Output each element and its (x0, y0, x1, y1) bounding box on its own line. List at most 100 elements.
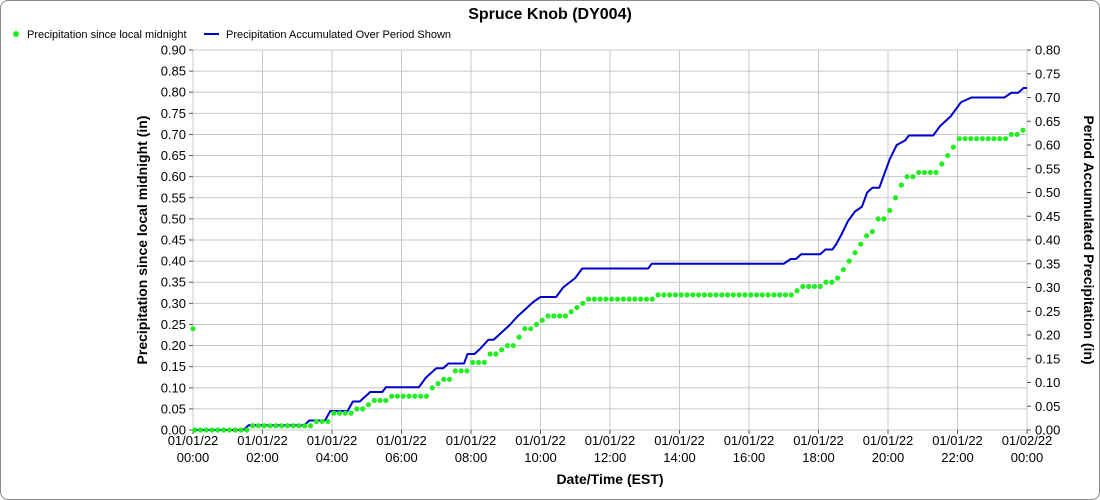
left-tick-label: 0.70 (161, 127, 186, 142)
data-point (661, 292, 667, 298)
data-point (545, 313, 551, 319)
x-tick-date: 01/01/22 (654, 433, 705, 448)
x-tick-time: 12:00 (594, 450, 627, 465)
data-point (470, 359, 476, 366)
x-tick-time: 14:00 (663, 450, 696, 465)
data-point (446, 376, 453, 382)
x-tick-time: 22:00 (941, 450, 974, 465)
data-point (655, 292, 661, 298)
data-point (1014, 131, 1020, 138)
data-point (921, 169, 928, 176)
right-tick-label: 0.75 (1035, 66, 1060, 81)
left-tick-label: 0.20 (161, 338, 186, 353)
right-tick-label: 0.50 (1035, 185, 1060, 200)
right-tick-label: 0.30 (1035, 280, 1060, 295)
data-point (910, 174, 916, 180)
data-point (1020, 127, 1026, 133)
series-since-midnight-points (190, 127, 1026, 433)
data-point (319, 418, 325, 425)
data-point (684, 292, 690, 298)
right-tick-label: 0.25 (1035, 304, 1060, 319)
x-tick-date: 01/01/22 (863, 433, 914, 448)
data-point (493, 351, 499, 357)
data-point (869, 228, 875, 235)
left-tick-label: 0.00 (161, 423, 186, 438)
data-point (284, 423, 291, 429)
data-point (481, 359, 487, 366)
data-point (342, 410, 348, 416)
right-tick-label: 0.40 (1035, 233, 1060, 248)
right-tick-label: 0.65 (1035, 114, 1060, 129)
data-point (226, 427, 233, 433)
data-point (580, 300, 586, 306)
data-point (817, 283, 823, 290)
left-tick-label: 0.25 (161, 317, 186, 332)
left-tick-label: 0.45 (161, 233, 186, 248)
x-tick-date: 01/01/22 (237, 433, 288, 448)
data-point (325, 418, 331, 425)
data-point (331, 410, 337, 416)
data-point (748, 292, 754, 298)
x-tick-time: 20:00 (872, 450, 905, 465)
data-point (956, 136, 962, 142)
data-point (360, 406, 366, 412)
right-tick-label: 0.20 (1035, 328, 1060, 343)
data-point (806, 283, 812, 290)
data-point (753, 292, 760, 298)
data-point (649, 296, 655, 302)
right-tick-label: 0.05 (1035, 399, 1060, 414)
data-point (690, 292, 696, 298)
data-point (1008, 131, 1014, 138)
data-point (742, 292, 748, 298)
data-point (643, 296, 650, 302)
data-point (250, 423, 256, 429)
x-tick-date: 01/02/22 (1002, 433, 1053, 448)
data-point (597, 296, 603, 302)
data-point (985, 136, 991, 142)
data-point (945, 152, 951, 159)
data-point (435, 380, 441, 387)
data-point (464, 368, 470, 374)
data-point (215, 427, 221, 433)
data-point (672, 292, 679, 298)
x-tick-time: 04:00 (316, 450, 349, 465)
data-point (522, 326, 528, 332)
data-point (487, 351, 493, 357)
data-point (916, 169, 922, 176)
left-tick-label: 0.15 (161, 359, 186, 374)
data-point (609, 296, 615, 302)
left-tick-label: 0.60 (161, 169, 186, 184)
data-point (771, 292, 777, 298)
right-tick-label: 0.80 (1035, 43, 1060, 58)
x-tick-time: 00:00 (1011, 450, 1044, 465)
data-point (840, 266, 847, 273)
data-point (968, 136, 974, 142)
left-tick-label: 0.55 (161, 190, 186, 205)
data-point (273, 423, 279, 429)
data-point (846, 258, 852, 264)
right-tick-label: 0.00 (1035, 423, 1060, 438)
legend-swatch-points (13, 31, 19, 37)
x-tick-date: 01/01/22 (446, 433, 497, 448)
data-point (516, 334, 522, 340)
data-point (441, 376, 447, 382)
data-point (290, 423, 296, 429)
x-tick-time: 16:00 (733, 450, 766, 465)
series-accumulated-line (193, 87, 1027, 431)
data-point (852, 250, 858, 256)
left-tick-label: 0.80 (161, 85, 186, 100)
legend-label-points: Precipitation since local midnight (27, 29, 187, 41)
right-tick-label: 0.10 (1035, 375, 1060, 390)
data-point (197, 427, 204, 433)
x-tick-time: 06:00 (385, 450, 418, 465)
data-point (991, 136, 997, 142)
right-axis: 0.00 0.05 0.10 0.15 0.20 0.25 0.30 0.35 0.40 0.45… (1027, 43, 1060, 438)
x-tick-date: 01/01/22 (724, 433, 775, 448)
x-tick-time: 00:00 (177, 450, 210, 465)
data-point (574, 304, 580, 311)
data-point (730, 292, 736, 298)
data-point (939, 161, 945, 167)
data-point (632, 296, 638, 302)
